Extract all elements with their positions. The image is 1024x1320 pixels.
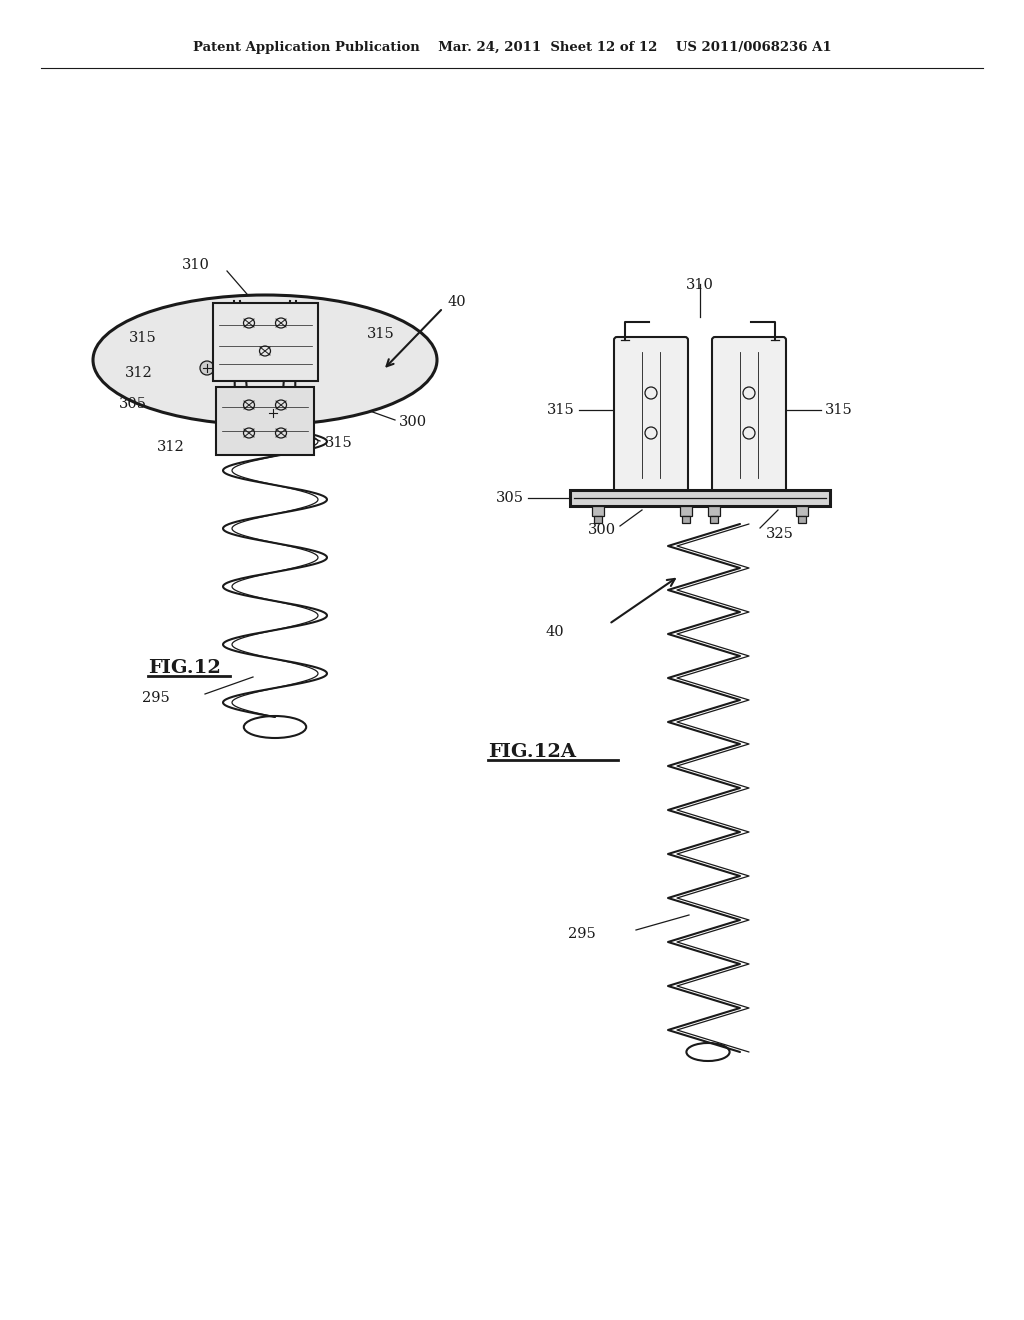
Text: 295: 295: [568, 927, 596, 941]
Bar: [570, 490, 830, 506]
FancyBboxPatch shape: [614, 337, 688, 492]
Text: 40: 40: [447, 294, 466, 309]
Ellipse shape: [93, 294, 437, 425]
Bar: [216, 387, 314, 455]
Bar: [680, 506, 692, 516]
Bar: [708, 506, 720, 516]
Circle shape: [200, 360, 214, 375]
Bar: [682, 516, 690, 523]
Text: 325: 325: [766, 527, 794, 541]
Bar: [594, 516, 602, 523]
FancyBboxPatch shape: [712, 337, 786, 492]
Text: 300: 300: [588, 523, 616, 537]
Text: Patent Application Publication    Mar. 24, 2011  Sheet 12 of 12    US 2011/00682: Patent Application Publication Mar. 24, …: [193, 41, 831, 54]
Bar: [798, 516, 806, 523]
Bar: [796, 506, 808, 516]
Text: 315: 315: [547, 403, 575, 417]
Text: 305: 305: [119, 397, 147, 411]
Text: 315: 315: [325, 436, 352, 450]
Text: 312: 312: [158, 440, 185, 454]
Text: 305: 305: [496, 491, 524, 506]
Bar: [213, 304, 318, 381]
Text: 310: 310: [182, 257, 210, 272]
Text: FIG.12: FIG.12: [148, 659, 221, 677]
Bar: [592, 506, 604, 516]
Text: 300: 300: [399, 414, 427, 429]
Circle shape: [266, 407, 280, 420]
Text: 295: 295: [142, 690, 170, 705]
Text: 315: 315: [825, 403, 853, 417]
Text: FIG.12A: FIG.12A: [488, 743, 575, 762]
Text: 315: 315: [129, 331, 157, 345]
Text: 315: 315: [367, 327, 394, 341]
Bar: [710, 516, 718, 523]
Text: 312: 312: [125, 366, 153, 380]
Text: 310: 310: [686, 279, 714, 292]
Text: 40: 40: [546, 624, 564, 639]
